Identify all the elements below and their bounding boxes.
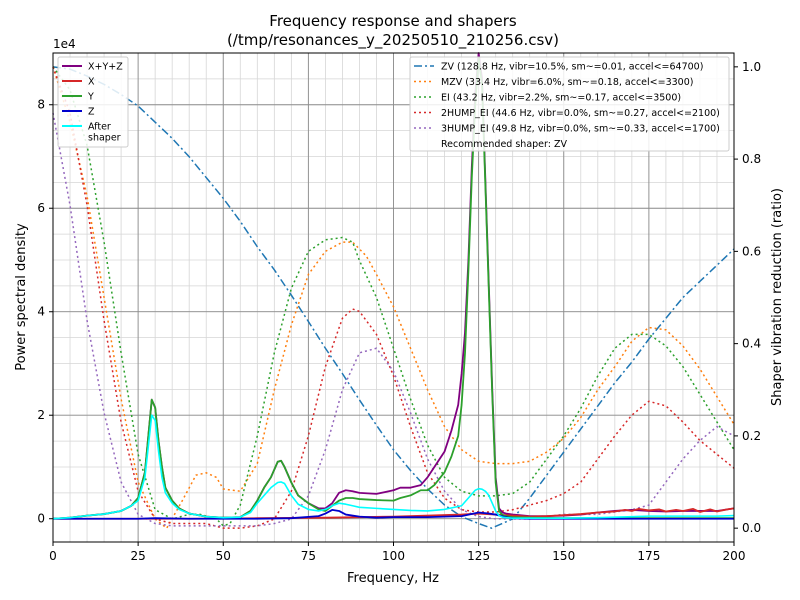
- legend-label: After: [88, 122, 111, 133]
- legend-label: 3HUMP_EI (49.8 Hz, vibr=0.0%, sm~=0.33, …: [441, 124, 720, 135]
- y-tick-label: 4: [37, 305, 45, 319]
- series-layer: [52, 52, 735, 530]
- psd-line-after-shaper: [52, 414, 735, 520]
- x-tick-label: 175: [637, 549, 660, 563]
- legend-recommendation: Recommended shaper: ZV: [441, 139, 567, 150]
- legend-psd-box: [57, 56, 129, 148]
- legend-label: X: [88, 77, 95, 88]
- legend-shapers-box: [409, 56, 730, 152]
- y-axis-right: 0.0 0.2 0.4 0.6 0.8 1.0: [734, 60, 761, 535]
- shaper-line-zv: [52, 66, 735, 529]
- x-tick-label: 25: [130, 549, 145, 563]
- x-tick-label: 125: [467, 549, 490, 563]
- x-tick-label: 200: [723, 549, 746, 563]
- x-tick-label: 150: [552, 549, 575, 563]
- chart-title: Frequency response and shapers: [269, 12, 517, 30]
- x-tick-label: 0: [49, 549, 57, 563]
- legend-shapers: ZV (128.8 Hz, vibr=10.5%, sm~=0.01, acce…: [409, 56, 730, 152]
- y2-tick-label: 0.6: [742, 244, 761, 258]
- y2-axis-label: Shaper vibration reduction (ratio): [770, 188, 785, 406]
- x-tick-label: 50: [216, 549, 231, 563]
- legend-label: X+Y+Z: [88, 62, 123, 73]
- legend-label: ZV (128.8 Hz, vibr=10.5%, sm~=0.01, acce…: [441, 62, 703, 73]
- x-tick-label: 100: [382, 549, 405, 563]
- y-axis-left: 0 2 4 6 8: [37, 98, 53, 526]
- legend-label: MZV (33.4 Hz, vibr=6.0%, sm~=0.18, accel…: [441, 77, 693, 88]
- psd-line-y: [52, 57, 734, 520]
- y2-tick-label: 0.4: [742, 337, 761, 351]
- y-tick-label: 8: [37, 98, 45, 112]
- legend-label: Y: [87, 92, 94, 103]
- y-tick-label: 2: [37, 408, 45, 422]
- x-axis-label: Frequency, Hz: [347, 571, 439, 586]
- y-tick-label: 0: [37, 512, 45, 526]
- legend-label: EI (43.2 Hz, vibr=2.2%, sm~=0.17, accel<…: [441, 93, 681, 104]
- legend-label: 2HUMP_EI (44.6 Hz, vibr=0.0%, sm~=0.27, …: [441, 108, 720, 119]
- y-axis-label: Power spectral density: [14, 223, 29, 371]
- chart-subtitle: (/tmp/resonances_y_20250510_210256.csv): [227, 31, 559, 50]
- shaper-line-mzv: [52, 66, 735, 530]
- legend-label: Z: [88, 107, 95, 118]
- y2-tick-label: 1.0: [742, 60, 761, 74]
- shaper-line-3hump-ei: [52, 112, 735, 527]
- y-tick-label: 6: [37, 201, 45, 215]
- y2-tick-label: 0.8: [742, 152, 761, 166]
- x-tick-label: 75: [301, 549, 316, 563]
- y2-tick-label: 0.0: [742, 521, 761, 535]
- x-axis: 0 25 50 75 100 125 150 175 200: [49, 542, 745, 563]
- y2-tick-label: 0.2: [742, 429, 761, 443]
- legend-label: shaper: [88, 133, 121, 144]
- shaper-line-2hump-ei: [52, 66, 735, 529]
- y-offset-label: 1e4: [53, 37, 76, 51]
